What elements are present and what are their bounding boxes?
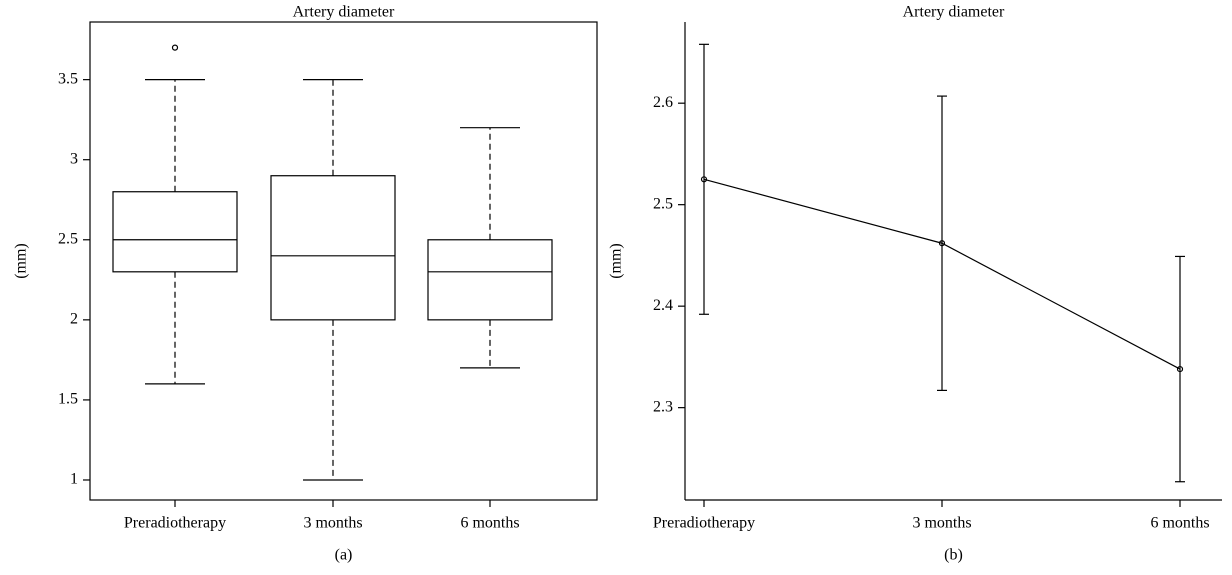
box [112, 191, 238, 273]
y-tick-label: 2.5 [653, 195, 673, 212]
y-tick-label: 1.5 [58, 391, 78, 408]
y-tick-label: 2.6 [653, 94, 673, 111]
y-axis-label: (mm) [608, 243, 625, 279]
caption: (a) [335, 547, 353, 564]
y-tick-label: 1 [70, 471, 78, 488]
chart-title: Artery diameter [293, 4, 395, 21]
point [938, 240, 946, 247]
x-tick-label: 3 months [912, 515, 971, 532]
x-tick-label: 3 months [303, 515, 362, 532]
chart-title: Artery diameter [903, 4, 1005, 21]
x-tick-label: Preradiotherapy [124, 515, 226, 532]
x-tick-label: Preradiotherapy [653, 515, 755, 532]
point [700, 176, 708, 183]
y-tick-label: 2.3 [653, 398, 673, 415]
plot-frame [89, 21, 598, 501]
box [270, 175, 396, 321]
outlier [171, 44, 179, 51]
y-axis-label: (mm) [13, 243, 30, 279]
x-tick-label: 6 months [1150, 515, 1209, 532]
box [427, 239, 553, 321]
caption: (b) [944, 547, 963, 564]
y-tick-label: 3 [70, 150, 78, 167]
y-tick-label: 3.5 [58, 70, 78, 87]
point [1176, 365, 1184, 373]
y-tick-label: 2.4 [653, 297, 673, 314]
x-tick-label: 6 months [460, 515, 519, 532]
y-tick-label: 2.5 [58, 230, 78, 247]
y-tick-label: 2 [70, 311, 78, 328]
